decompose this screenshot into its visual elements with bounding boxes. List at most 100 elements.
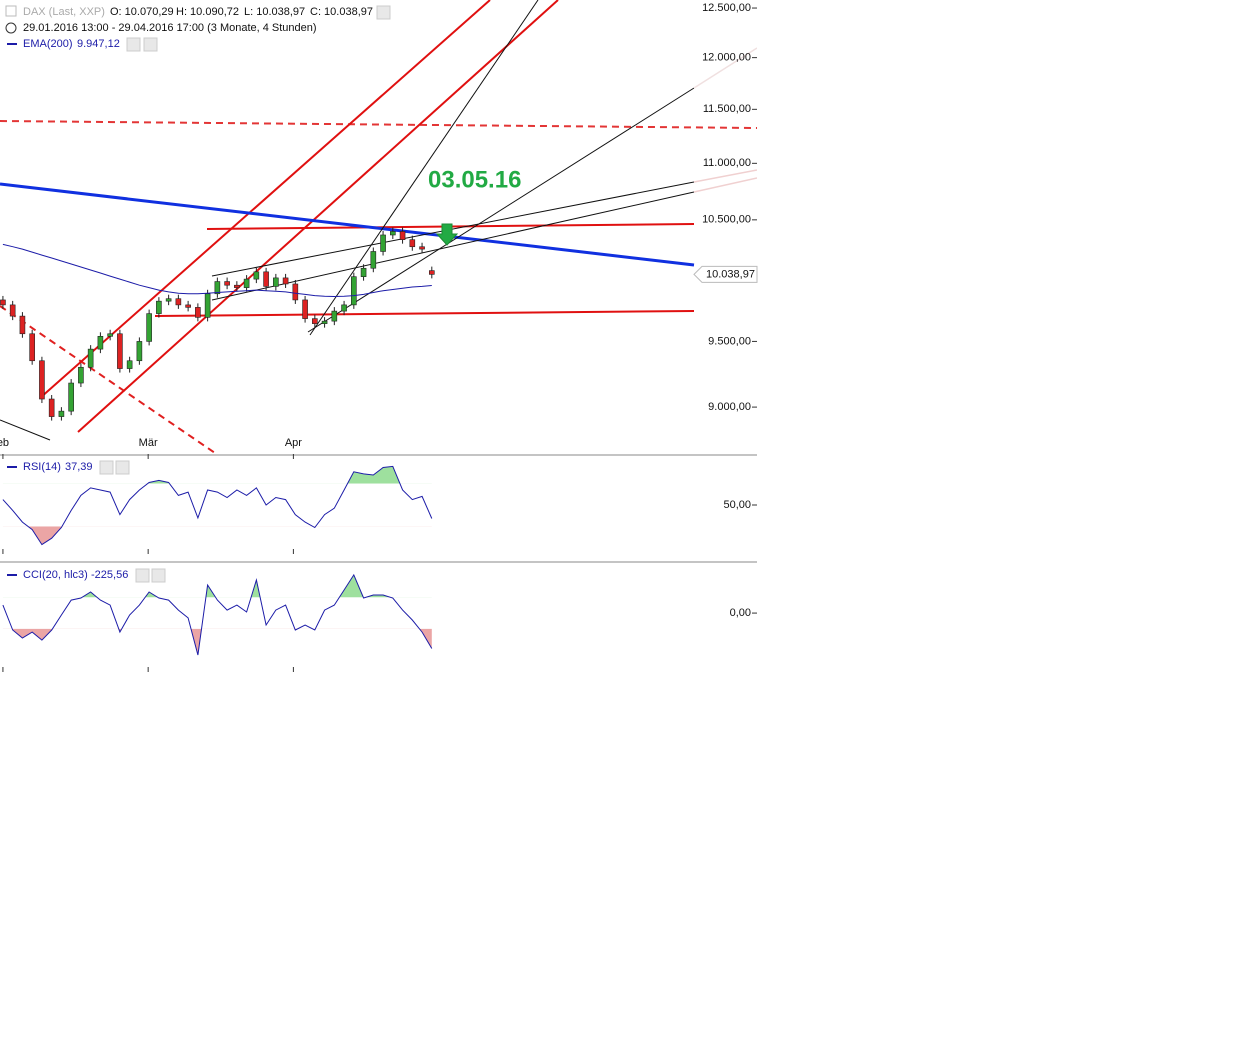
x-tick-label: Mär <box>139 437 158 449</box>
band-fill <box>81 574 391 598</box>
price-label-box <box>693 265 758 283</box>
thin-line <box>211 181 695 277</box>
y-tick-label: 11.500,00 <box>703 103 751 115</box>
candle <box>370 251 377 269</box>
chart-subtitle: 29.01.2016 13:00 - 29.04.2016 17:00 (3 M… <box>23 22 317 34</box>
candle <box>126 360 133 369</box>
candle <box>243 278 250 288</box>
ohlc-label: H: 10.090,72 <box>176 6 239 18</box>
ema-line <box>2 243 432 298</box>
candle <box>302 299 308 319</box>
candle <box>78 366 84 384</box>
legend-label: CCI(20, hlc3) <box>23 569 88 581</box>
candle <box>136 341 143 362</box>
thin-line <box>307 87 695 333</box>
candle <box>87 348 94 368</box>
candle <box>156 300 162 314</box>
candle <box>9 304 16 317</box>
thin-line <box>309 0 539 336</box>
y-tick-label: 12.000,00 <box>702 52 751 64</box>
candle <box>321 320 328 324</box>
candle <box>224 281 230 286</box>
indicator-legends: RSI(14) 37,39 CCI(20, hlc3) -225,56 <box>7 460 166 583</box>
close-icon[interactable] <box>143 37 158 52</box>
candle <box>351 276 357 306</box>
band-fill <box>12 628 432 655</box>
y-tick-label: 50,00 <box>723 499 751 511</box>
dashed-trend <box>0 305 216 454</box>
candle <box>185 304 191 308</box>
header: DAX (Last, XXP) O: 10.070,29 H: 10.090,7… <box>5 5 391 52</box>
thin-line <box>211 191 695 301</box>
y-tick-label: 0,00 <box>730 607 751 619</box>
ohlc-label: O: 10.070,29 <box>110 6 174 18</box>
indicator-line <box>2 573 433 656</box>
candle <box>204 293 211 318</box>
candle <box>195 307 201 318</box>
indicator-line <box>2 465 433 546</box>
candle <box>292 283 299 301</box>
faint-extension <box>693 169 757 183</box>
candle <box>282 277 289 285</box>
legend-label: EMA(200) <box>23 38 73 50</box>
candle <box>29 333 35 362</box>
candle <box>0 299 6 306</box>
y-tick-label: 11.000,00 <box>703 157 751 169</box>
candle <box>331 310 338 322</box>
settings-icon[interactable] <box>376 5 391 20</box>
thin-line <box>0 419 51 441</box>
y-tick-label: 9.500,00 <box>708 335 751 347</box>
legend-label: RSI(14) <box>23 461 61 473</box>
candle <box>214 281 221 295</box>
close-icon[interactable] <box>115 460 130 475</box>
band-fill <box>2 526 432 545</box>
candle <box>360 267 367 277</box>
candle <box>58 410 65 417</box>
candle <box>117 333 123 369</box>
candle <box>429 270 435 275</box>
candle <box>263 271 269 287</box>
candle <box>419 246 425 250</box>
y-tick-label: 12.500,00 <box>702 2 751 14</box>
long-trend-line <box>0 182 695 267</box>
candle <box>68 382 74 412</box>
settings-icon[interactable] <box>126 37 141 52</box>
faint-extension <box>693 177 757 193</box>
candle <box>399 231 406 240</box>
candle <box>312 318 318 324</box>
band-fill <box>2 466 432 484</box>
legend-value: 9.947,12 <box>77 38 120 50</box>
candle <box>165 298 172 302</box>
chart-icon <box>5 5 17 17</box>
candle <box>107 333 113 337</box>
candle <box>146 313 152 342</box>
y-tick-label: 10.500,00 <box>702 214 751 226</box>
down-arrow <box>435 223 459 246</box>
candle <box>39 360 45 400</box>
candle <box>380 234 386 252</box>
clock-icon <box>5 22 17 34</box>
candle <box>341 304 347 312</box>
support-line <box>154 310 695 317</box>
legend-value: -225,56 <box>91 569 128 581</box>
legend-value: 37,39 <box>65 461 93 473</box>
candle <box>234 284 240 288</box>
settings-icon[interactable] <box>135 568 150 583</box>
candle <box>19 315 26 335</box>
candle <box>409 239 416 248</box>
faint-extension <box>693 47 757 89</box>
settings-icon[interactable] <box>99 460 114 475</box>
x-tick-label: Apr <box>285 437 302 449</box>
close-icon[interactable] <box>151 568 166 583</box>
chart-title: DAX (Last, XXP) <box>23 6 105 18</box>
ohlc-label: C: 10.038,97 <box>310 6 373 18</box>
candle <box>97 336 104 350</box>
trend-lines <box>0 0 757 454</box>
channel-line <box>77 0 559 433</box>
channel-line <box>39 0 491 399</box>
dashed-resistance <box>0 120 757 129</box>
candle <box>273 277 279 287</box>
candle <box>175 298 182 306</box>
x-tick-label: eb <box>0 437 9 449</box>
